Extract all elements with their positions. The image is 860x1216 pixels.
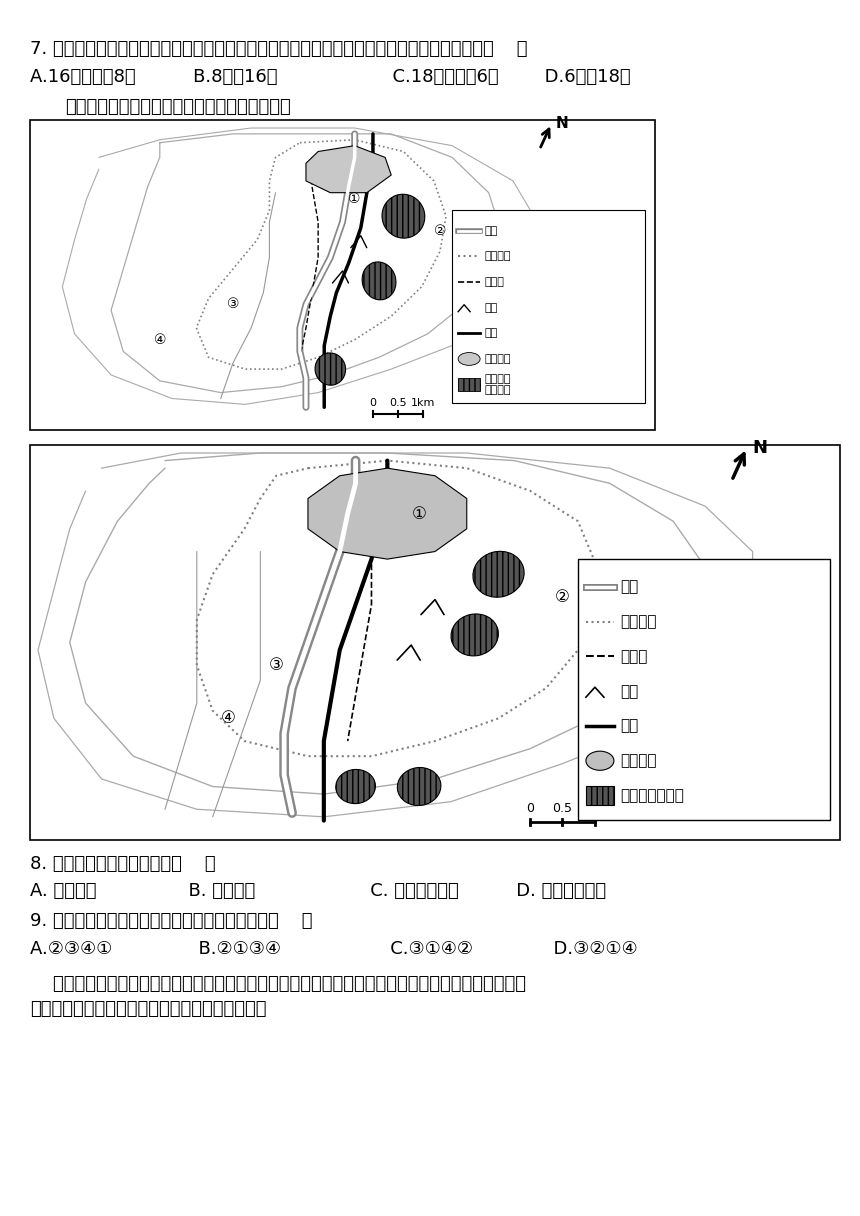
Ellipse shape xyxy=(458,353,480,365)
Ellipse shape xyxy=(315,353,346,385)
Text: 图为某处地质灾害示意图。读图完成下面小题。: 图为某处地质灾害示意图。读图完成下面小题。 xyxy=(65,98,291,116)
Text: 公路: 公路 xyxy=(620,580,638,595)
Bar xyxy=(458,378,480,392)
Ellipse shape xyxy=(451,614,499,655)
Text: 古堰塞湖: 古堰塞湖 xyxy=(484,354,511,364)
Text: 0.5: 0.5 xyxy=(389,399,407,409)
Text: 1km: 1km xyxy=(411,399,435,409)
Text: A. 由北向南                B. 由西向东                    C. 由西北向东南          D. 由西南向东北: A. 由北向南 B. 由西向东 C. 由西北向东南 D. 由西南向东北 xyxy=(30,882,606,900)
Text: 河流: 河流 xyxy=(484,328,497,338)
Text: 滑坡边界: 滑坡边界 xyxy=(484,252,511,261)
Text: 0.5: 0.5 xyxy=(552,801,572,815)
Text: 冲沟: 冲沟 xyxy=(484,303,497,313)
Ellipse shape xyxy=(335,770,376,804)
Text: 河流: 河流 xyxy=(620,719,638,733)
Text: 冲沟: 冲沟 xyxy=(620,683,638,699)
Bar xyxy=(30,120,655,430)
Text: ②: ② xyxy=(555,589,569,606)
Text: ④: ④ xyxy=(221,709,236,727)
Text: 8. 图中滑坡体的滑动方向为（    ）: 8. 图中滑坡体的滑动方向为（ ） xyxy=(30,855,216,873)
Text: 9. 图中序号所表示的地理事象形成的先后顺序是（    ）: 9. 图中序号所表示的地理事象形成的先后顺序是（ ） xyxy=(30,912,312,930)
Text: ④: ④ xyxy=(154,333,166,347)
Bar xyxy=(586,786,614,805)
Text: A.②③④①               B.②①③④                   C.③①④②              D.③②①④: A.②③④① B.②①③④ C.③①④② D.③②①④ xyxy=(30,940,637,958)
Text: 古河道: 古河道 xyxy=(484,277,504,287)
Text: 1km: 1km xyxy=(581,801,609,815)
Text: 0: 0 xyxy=(370,399,377,409)
Text: ①: ① xyxy=(412,505,427,523)
Text: ③: ③ xyxy=(269,657,284,674)
Ellipse shape xyxy=(473,551,524,597)
Text: ③: ③ xyxy=(227,298,239,311)
Text: A.16时至次日8时          B.8时至16时                    C.18时至次日6时        D.6时至18时: A.16时至次日8时 B.8时至16时 C.18时至次日6时 D.6时至18时 xyxy=(30,68,630,86)
Bar xyxy=(452,210,645,402)
Text: 滑坡掩埋的阶地: 滑坡掩埋的阶地 xyxy=(620,788,684,803)
Text: ①: ① xyxy=(348,192,361,206)
Text: 古河道: 古河道 xyxy=(620,649,648,664)
Text: 0: 0 xyxy=(526,801,534,815)
Text: 古堰塞湖: 古堰塞湖 xyxy=(620,753,656,769)
Text: 7. 为了拍出图中男人的手帕向后飘扬的场景，如果你是导演，你会选择什么时间段来完成拍摄（    ）: 7. 为了拍出图中男人的手帕向后飘扬的场景，如果你是导演，你会选择什么时间段来完… xyxy=(30,40,527,58)
Text: 公路: 公路 xyxy=(484,226,497,236)
Ellipse shape xyxy=(586,751,614,770)
Ellipse shape xyxy=(362,261,396,300)
Bar xyxy=(30,445,840,840)
Text: 滑坡体掩
埋的阶地: 滑坡体掩 埋的阶地 xyxy=(484,373,511,395)
Text: ②: ② xyxy=(433,224,446,238)
Text: N: N xyxy=(556,117,568,131)
Text: 盐场的形成需要有利的地形和天气条件，布袋盐场是我国著名的盐场。下图为台湾海峡及其附近海区: 盐场的形成需要有利的地形和天气条件，布袋盐场是我国著名的盐场。下图为台湾海峡及其… xyxy=(30,975,526,993)
Polygon shape xyxy=(306,146,391,192)
Text: 冬夏季海水表层盐度分布图。据此完成下面小题。: 冬夏季海水表层盐度分布图。据此完成下面小题。 xyxy=(30,1000,267,1018)
Text: 滑坡边界: 滑坡边界 xyxy=(620,614,656,629)
Text: N: N xyxy=(752,439,768,457)
Ellipse shape xyxy=(397,767,441,805)
Polygon shape xyxy=(308,468,467,559)
Bar xyxy=(578,559,830,820)
Ellipse shape xyxy=(382,195,425,238)
